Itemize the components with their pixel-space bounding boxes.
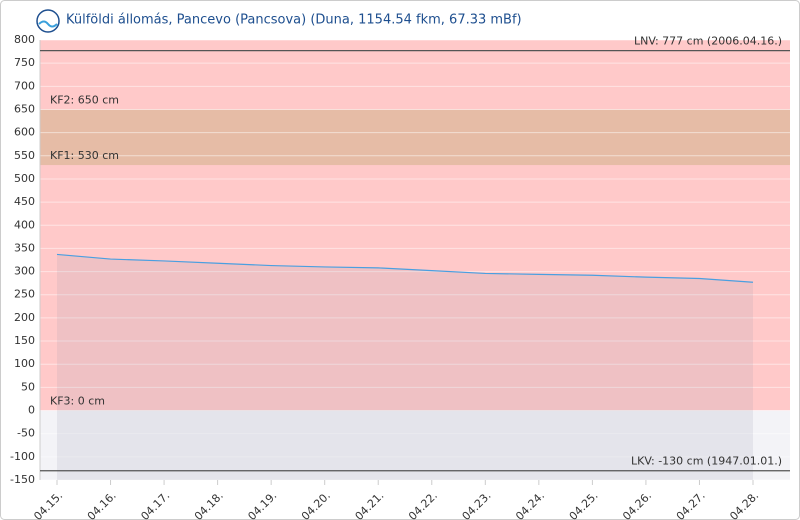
- line: [56, 253, 754, 283]
- y-tick-label: 250: [14, 288, 35, 301]
- y-tick-label: 800: [14, 33, 35, 46]
- y-tick-label: 150: [14, 334, 35, 347]
- y-tick-label: 300: [14, 265, 35, 278]
- logo: [36, 9, 60, 33]
- y-tick-label: 0: [28, 404, 35, 417]
- y-tick-label: 700: [14, 79, 35, 92]
- y-tick-label: 650: [14, 102, 35, 115]
- y-tick-label: -150: [10, 473, 35, 486]
- y-tick-label: 500: [14, 172, 35, 185]
- y-tick-label: 50: [21, 380, 35, 393]
- band: [40, 109, 790, 166]
- band: [40, 410, 790, 480]
- y-tick-label: 400: [14, 218, 35, 231]
- annotation-label: LKV: -130 cm (1947.01.01.): [631, 455, 782, 468]
- y-tick-label: 600: [14, 126, 35, 139]
- y-tick-label: 550: [14, 149, 35, 162]
- y-tick-label: 750: [14, 56, 35, 69]
- y-tick-label: 350: [14, 241, 35, 254]
- annotation-label: KF2: 650 cm: [50, 93, 119, 106]
- y-tick-label: -100: [10, 450, 35, 463]
- y-tick-label: -50: [17, 427, 35, 440]
- annotation-label: KF3: 0 cm: [50, 395, 105, 408]
- y-tick-label: 200: [14, 311, 35, 324]
- annotation-label: LNV: 777 cm (2006.04.16.): [634, 35, 782, 48]
- y-tick-label: 450: [14, 195, 35, 208]
- chart-title: Külföldi állomás, Pancevo (Pancsova) (Du…: [66, 13, 522, 28]
- area: [57, 254, 753, 480]
- y-tick-label: 100: [14, 357, 35, 370]
- annotation-label: KF1: 530 cm: [50, 149, 119, 162]
